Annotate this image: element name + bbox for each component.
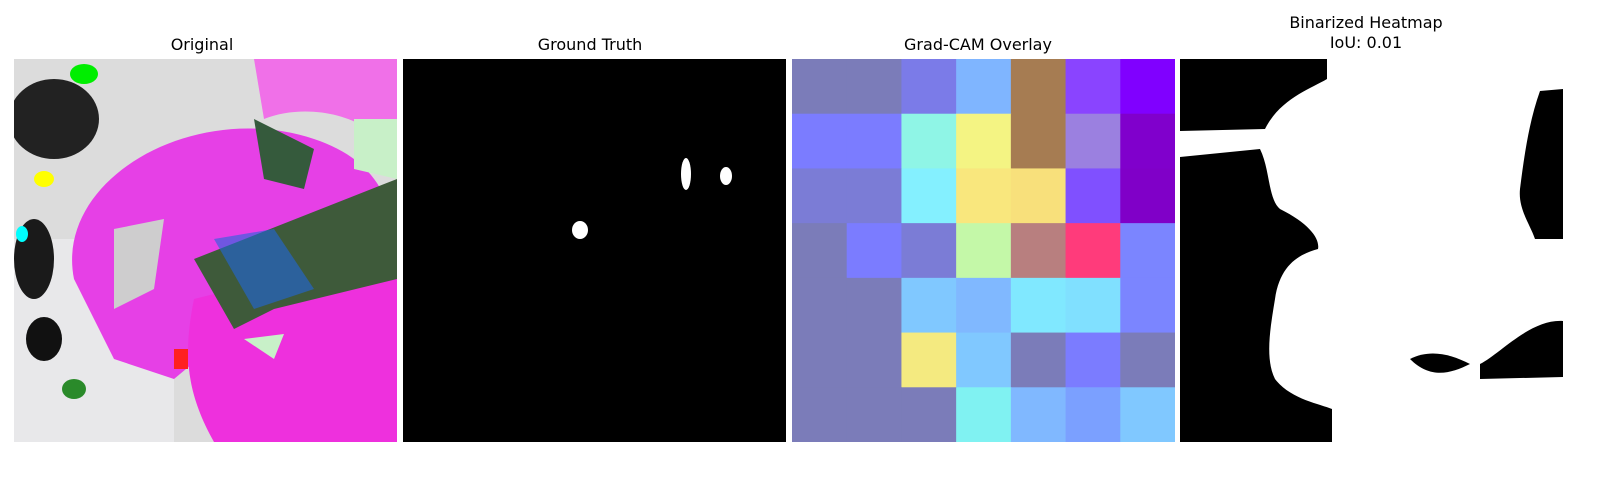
binarized-heatmap [1180,59,1563,442]
gradcam-cell [1120,277,1175,334]
gradcam-cell [901,168,957,224]
gradcam-cell [956,387,1012,442]
gradcam-cell [956,168,1012,224]
gradcam-cell [1010,223,1067,279]
gradcam-cell [1065,223,1121,279]
gradcam-title: Grad-CAM Overlay [904,35,1052,54]
gradcam-cell [956,113,1012,169]
gradcam-cell [846,387,902,442]
original-title: Original [170,35,234,54]
gradcam-cell [846,113,902,169]
gradcam-cell [901,277,957,334]
gradcam-cell [846,59,902,115]
gradcam-cell [792,59,848,115]
gradcam-cell [1010,277,1067,334]
gradcam-cell [846,332,902,388]
gradcam-cell [1010,59,1067,115]
gradcam-overlay [792,59,1175,442]
gradcam-cell [1120,332,1175,388]
gradcam-cell [1065,113,1121,169]
gradcam-cell [846,168,902,224]
ground-truth-mask [403,59,786,442]
gradcam-cell [846,277,902,334]
gradcam-cell [1010,168,1067,224]
gradcam-cell [956,332,1012,388]
binarized-title-line1: Binarized Heatmap [1289,13,1443,32]
gradcam-cell [956,223,1012,279]
gradcam-cell [792,332,848,388]
gradcam-cell [1010,113,1067,169]
gradcam-cell [1065,168,1121,224]
gradcam-cell [901,223,957,279]
gradcam-cell [1120,113,1175,169]
gradcam-cell [792,277,848,334]
gradcam-cell [1010,332,1067,388]
original-image [14,59,397,442]
gradcam-cell [792,223,848,279]
gradcam-cell [1120,223,1175,279]
gradcam-cell [956,277,1012,334]
gradcam-cell [901,332,957,388]
binarized-title: Binarized Heatmap IoU: 0.01 [1176,13,1556,53]
gradcam-cell [1065,387,1121,442]
gradcam-cell [1120,59,1175,115]
gradcam-cell [792,113,848,169]
gradcam-cell [1065,277,1121,334]
gradcam-cell [1120,387,1175,442]
gradcam-cell [901,113,957,169]
gradcam-cell [1120,168,1175,224]
gradcam-cell [1065,332,1121,388]
ground-truth-title: Ground Truth [537,35,643,54]
iou-label: IoU: 0.01 [1329,33,1403,52]
gradcam-cell [901,387,957,442]
gradcam-cell [846,223,902,279]
gradcam-cell [1065,59,1121,115]
gradcam-cell [901,59,957,115]
gradcam-cell [792,387,848,442]
gradcam-cell [1010,387,1067,442]
gradcam-cell [792,168,848,224]
gradcam-cell [956,59,1012,115]
